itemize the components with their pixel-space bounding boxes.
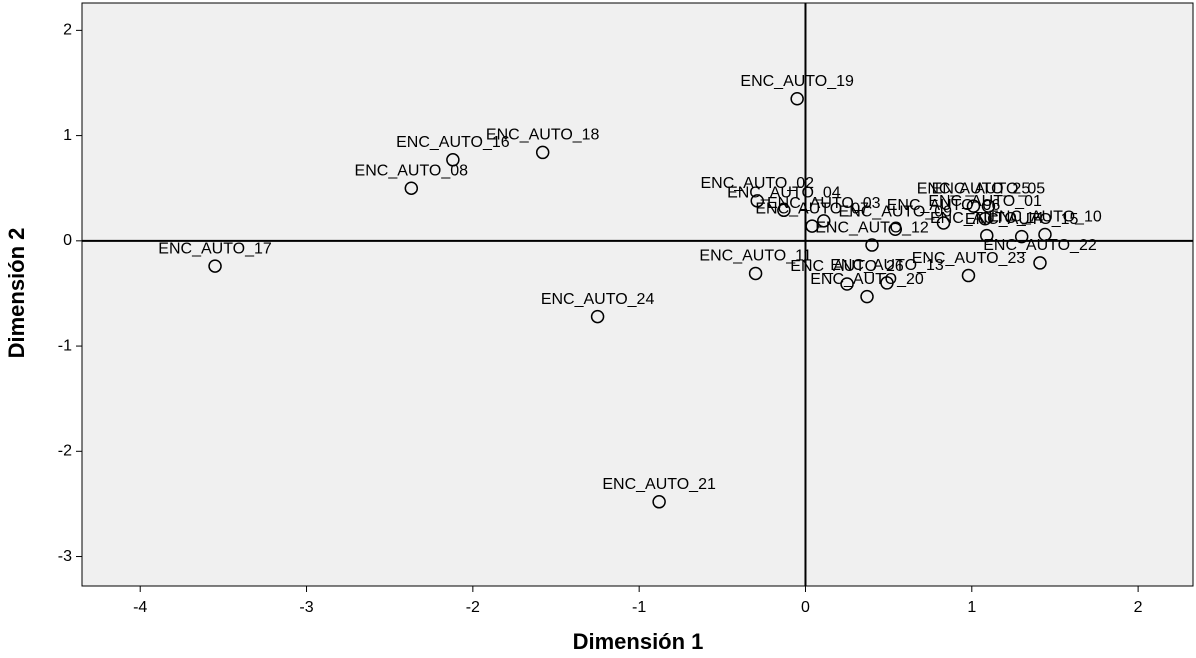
x-tick-label: 2 <box>1134 599 1143 616</box>
point <box>590 309 605 324</box>
point <box>817 214 831 228</box>
x-tick-label: 1 <box>967 599 976 616</box>
point <box>1014 229 1029 244</box>
point <box>805 219 819 233</box>
point <box>980 228 994 243</box>
point-label: ENC_AUTO_14 <box>930 210 1044 227</box>
point <box>652 495 666 509</box>
point-label: ENC_AUTO_25 <box>917 180 1031 197</box>
point-label: ENC_AUTO_26 <box>790 258 904 275</box>
point-label: ENC_AUTO_19 <box>740 73 854 90</box>
point-label: ENC_AUTO_21 <box>602 476 716 493</box>
point-label: ENC_AUTO_15 <box>965 211 1079 228</box>
y-tick-label: 1 <box>63 127 72 144</box>
y-tick-label: -3 <box>58 548 72 565</box>
y-tick-label: -2 <box>58 443 72 460</box>
point <box>981 199 996 213</box>
point <box>208 259 222 273</box>
point-label: ENC_AUTO_16 <box>396 134 510 151</box>
point <box>535 145 550 160</box>
point-label: ENC_AUTO_20 <box>810 271 924 288</box>
x-tick-label: -4 <box>133 599 147 616</box>
x-tick-label: -2 <box>466 599 480 616</box>
point-label: ENC_AUTO_05 <box>932 180 1046 197</box>
y-tick-label: 2 <box>63 22 72 39</box>
point-label: ENC_AUTO_17 <box>158 240 272 257</box>
y-axis-title: Dimensión 2 <box>4 228 29 359</box>
point-label: ENC_AUTO_02 <box>700 175 814 192</box>
point <box>978 211 992 226</box>
point-label: ENC_AUTO_24 <box>541 291 655 308</box>
point <box>1038 227 1052 242</box>
point <box>777 203 791 218</box>
point-label: ENC_AUTO_07 <box>755 200 869 217</box>
point-label: ENC_AUTO_11 <box>699 248 811 265</box>
point-label: ENC_AUTO_18 <box>486 127 600 144</box>
point-label: ENC_AUTO_08 <box>355 162 469 179</box>
point <box>966 199 981 213</box>
point <box>790 92 804 106</box>
x-tick-label: -1 <box>632 599 646 616</box>
point <box>748 266 763 281</box>
point <box>936 216 951 230</box>
point <box>888 222 903 237</box>
point <box>446 153 460 167</box>
x-tick-label: -3 <box>299 599 313 616</box>
point <box>865 238 879 252</box>
point-label: ENC_AUTO_22 <box>983 237 1097 254</box>
point-label: ENC_AUTO_03 <box>767 195 881 212</box>
point <box>404 181 419 195</box>
point <box>860 289 874 304</box>
point <box>880 276 894 290</box>
point-label: ENC_AUTO_12 <box>815 219 929 236</box>
point <box>961 268 976 283</box>
point-label: ENC_AUTO_10 <box>988 209 1102 226</box>
point <box>1033 256 1047 270</box>
point <box>750 194 764 208</box>
point-label: ENC_AUTO_06 <box>887 197 1001 214</box>
x-axis-title: Dimensión 1 <box>573 629 704 654</box>
plot-area <box>81 2 1194 587</box>
point-label: ENC_AUTO_04 <box>727 185 841 202</box>
y-tick-label: -1 <box>58 337 72 354</box>
point <box>840 277 854 291</box>
point-label: ENC_AUTO_09 <box>839 203 953 220</box>
x-tick-label: 0 <box>801 599 810 616</box>
point-label: ENC_AUTO_23 <box>912 250 1026 267</box>
y-tick-label: 0 <box>63 232 72 249</box>
point-label: ENC_AUTO_13 <box>830 257 944 274</box>
